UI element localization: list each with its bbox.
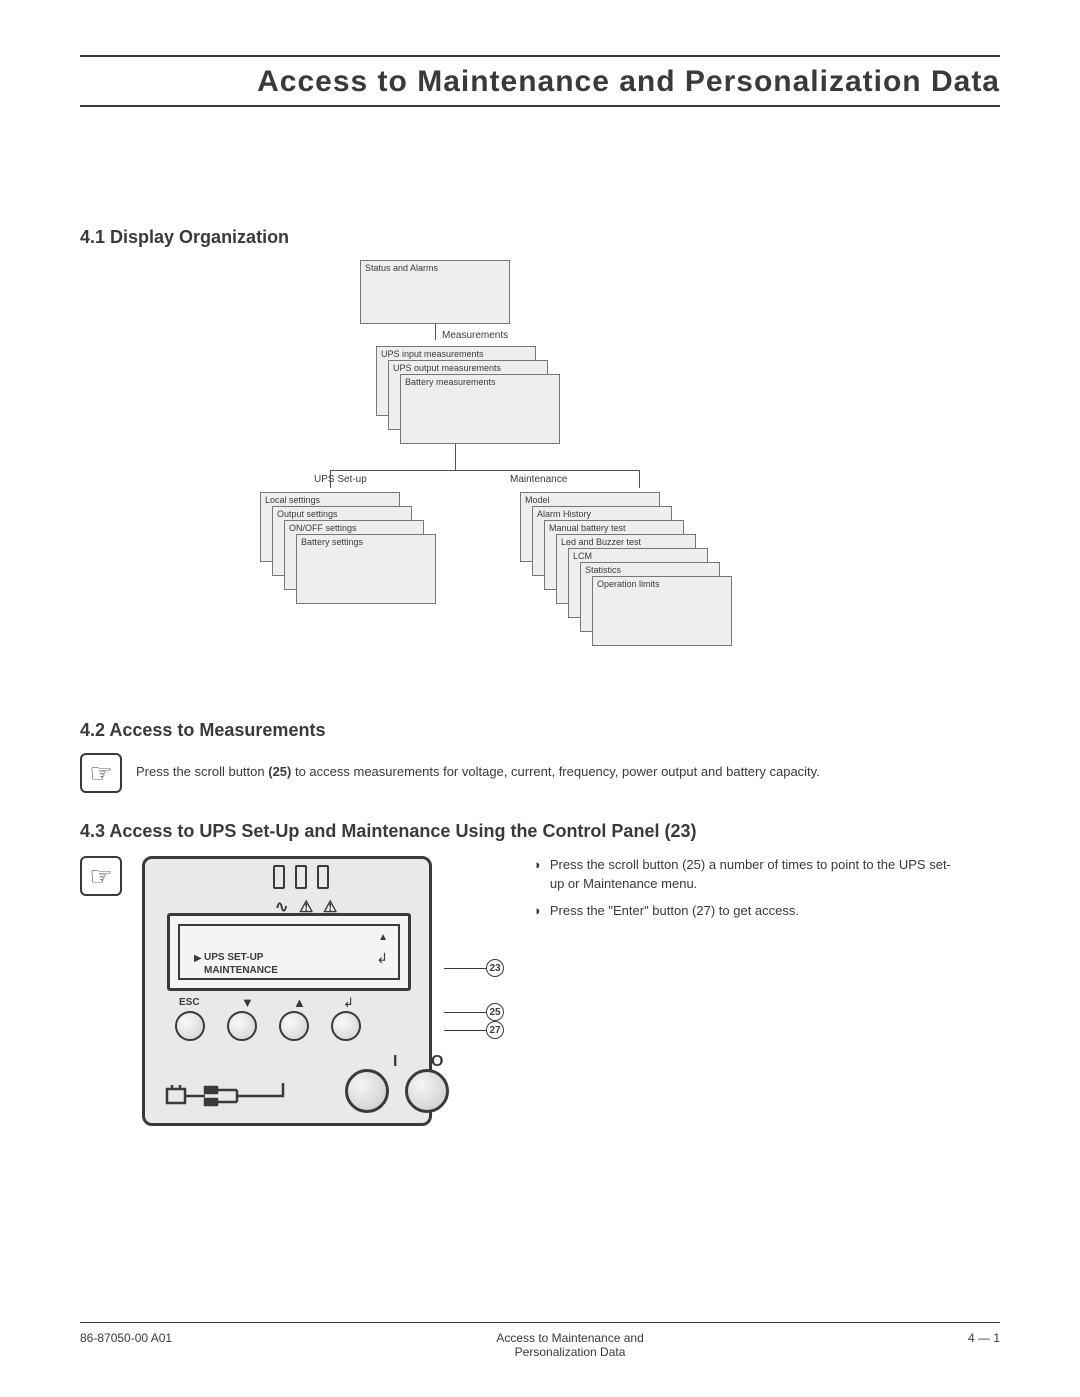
node-setup-3: Battery settings [296, 534, 436, 604]
label-measurements: Measurements [442, 330, 508, 341]
enter-icon: ↲ [376, 950, 388, 967]
connector [639, 470, 640, 488]
node-status-alarms: Status and Alarms [360, 260, 510, 324]
callout-25: 25 [486, 1003, 504, 1021]
node-label: Battery measurements [405, 377, 496, 387]
connector [435, 324, 436, 340]
off-label: O [431, 1053, 443, 1071]
t: Press the scroll button [136, 764, 268, 779]
lcd-inner: ▲ ↲ ▶ UPS SET-UP MAINTENANCE [178, 924, 400, 980]
top-rule-2 [80, 105, 1000, 107]
node-label: LCM [573, 551, 592, 561]
callout-23: 23 [486, 959, 504, 977]
section-4-3-body: ☞ ∿ ⚠ ⚠ ▲ ↲ ▶ [80, 856, 1000, 1126]
power-on-button[interactable] [345, 1069, 389, 1113]
lcd-display: ▲ ↲ ▶ UPS SET-UP MAINTENANCE [167, 913, 411, 991]
node-label: UPS output measurements [393, 363, 501, 373]
node-label: Battery settings [301, 537, 363, 547]
section-4-2-body: ☞ Press the scroll button (25) to access… [80, 753, 1000, 793]
callout-line [444, 1030, 486, 1031]
enter-arrow-icon: ↲ [343, 995, 354, 1011]
up-arrow-icon: ▲ [378, 932, 388, 943]
down-arrow-icon: ▼ [241, 995, 254, 1010]
esc-label: ESC [179, 997, 200, 1008]
bullet-text: Press the scroll button (25) a number of… [550, 856, 964, 894]
scroll-down-button[interactable] [227, 1011, 257, 1041]
heading-4-3: 4.3 Access to UPS Set-Up and Maintenance… [80, 821, 1000, 842]
lcd-line-2: MAINTENANCE [204, 965, 278, 976]
lcd-text: UPS SET-UP MAINTENANCE [204, 952, 278, 977]
node-label: Manual battery test [549, 523, 626, 533]
page-footer: 86-87050-00 A01 Access to Maintenance an… [80, 1322, 1000, 1359]
bullet-item: ◗ Press the scroll button (25) a number … [534, 856, 964, 894]
note-hand-icon: ☞ [80, 753, 122, 793]
node-label: Statistics [585, 565, 621, 575]
page-title: Access to Maintenance and Personalizatio… [80, 57, 1000, 105]
callout-line [444, 968, 486, 969]
connector [330, 470, 640, 471]
callouts: 23 25 27 [474, 856, 514, 1126]
callout-line [444, 1012, 486, 1013]
node-label: Operation limits [597, 579, 660, 589]
node-label: Local settings [265, 495, 320, 505]
node-label: Led and Buzzer test [561, 537, 641, 547]
node-maint-6: Operation limits [592, 576, 732, 646]
note-4-2-text: Press the scroll button (25) to access m… [136, 753, 820, 781]
instruction-bullets: ◗ Press the scroll button (25) a number … [534, 856, 964, 929]
enter-button[interactable] [331, 1011, 361, 1041]
label-maintenance: Maintenance [510, 474, 567, 485]
footer-center-1: Access to Maintenance and [496, 1331, 643, 1345]
display-organization-diagram: Status and Alarms Measurements UPS input… [260, 260, 1000, 690]
node-label: Alarm History [537, 509, 591, 519]
led-indicator [295, 865, 307, 889]
node-label: ON/OFF settings [289, 523, 357, 533]
connector [455, 444, 456, 470]
node-label: Output settings [277, 509, 338, 519]
footer-right: 4 — 1 [968, 1331, 1000, 1359]
heading-4-1: 4.1 Display Organization [80, 227, 1000, 248]
control-panel-figure: ∿ ⚠ ⚠ ▲ ↲ ▶ UPS SET-UP MAINTENANCE [142, 856, 462, 1126]
callout-27: 27 [486, 1021, 504, 1039]
battery-schematic-icon [165, 1077, 295, 1111]
led-indicator [273, 865, 285, 889]
bullet-item: ◗ Press the "Enter" button (27) to get a… [534, 902, 964, 921]
t: to access measurements for voltage, curr… [291, 764, 819, 779]
up-arrow-icon: ▲ [293, 995, 306, 1010]
esc-button[interactable] [175, 1011, 205, 1041]
node-label: UPS input measurements [381, 349, 484, 359]
lcd-line-1: UPS SET-UP [204, 952, 263, 963]
node-meas-2: Battery measurements [400, 374, 560, 444]
led-indicator [317, 865, 329, 889]
footer-left: 86-87050-00 A01 [80, 1331, 172, 1359]
t-bold: (25) [268, 764, 291, 779]
page: Access to Maintenance and Personalizatio… [0, 0, 1080, 1397]
panel-column: ∿ ⚠ ⚠ ▲ ↲ ▶ UPS SET-UP MAINTENANCE [142, 856, 514, 1126]
caret-icon: ▶ [194, 953, 202, 964]
label-ups-setup: UPS Set-up [314, 474, 367, 485]
footer-row: 86-87050-00 A01 Access to Maintenance an… [80, 1323, 1000, 1359]
note-hand-icon: ☞ [80, 856, 122, 896]
bullet-marker-icon: ◗ [534, 902, 542, 921]
control-panel: ∿ ⚠ ⚠ ▲ ↲ ▶ UPS SET-UP MAINTENANCE [142, 856, 432, 1126]
on-label: I [393, 1053, 397, 1071]
footer-center: Access to Maintenance and Personalizatio… [172, 1331, 968, 1359]
footer-center-2: Personalization Data [515, 1345, 626, 1359]
power-off-button[interactable] [405, 1069, 449, 1113]
scroll-up-button[interactable] [279, 1011, 309, 1041]
bullet-text: Press the "Enter" button (27) to get acc… [550, 902, 799, 921]
bullet-marker-icon: ◗ [534, 856, 542, 894]
node-label: Model [525, 495, 550, 505]
node-label: Status and Alarms [365, 263, 438, 273]
heading-4-2: 4.2 Access to Measurements [80, 720, 1000, 741]
